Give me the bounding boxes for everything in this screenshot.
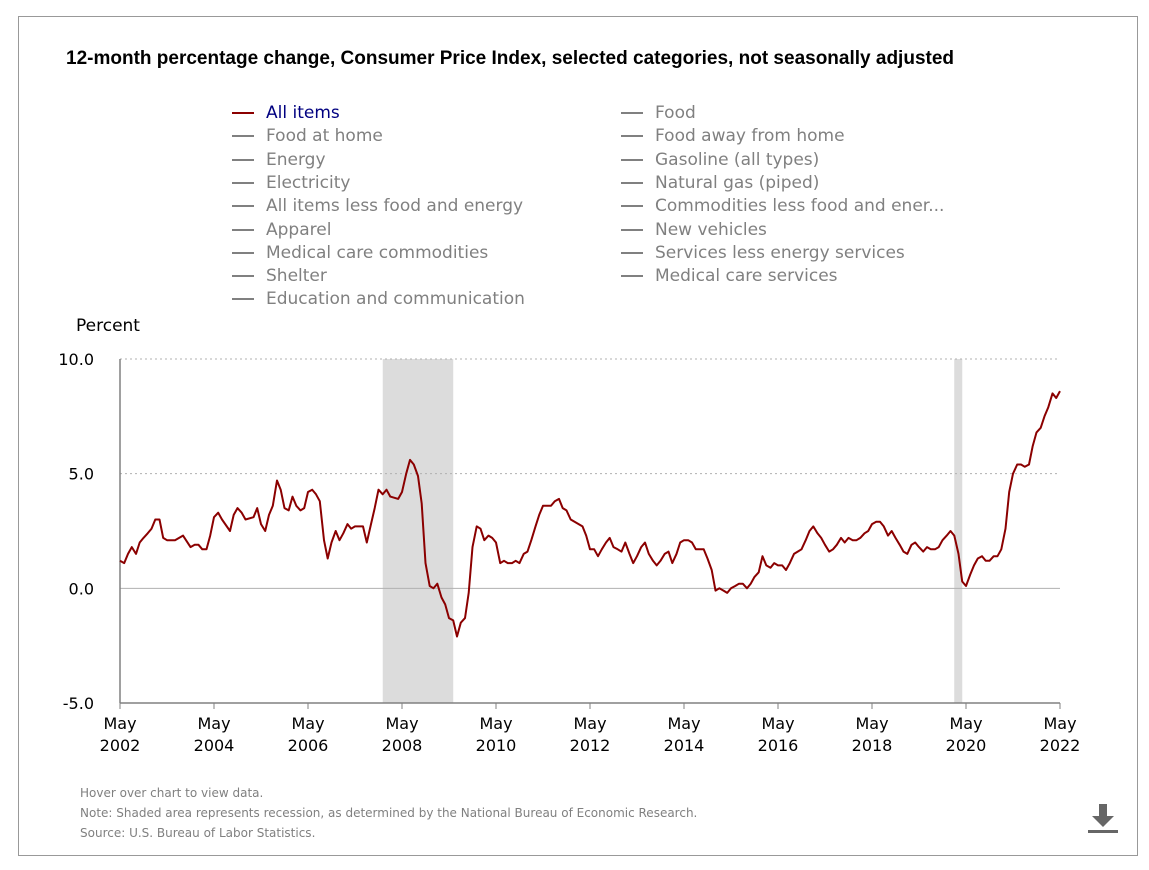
- chart-frame: [18, 16, 1138, 856]
- y-tick-label: 5.0: [69, 465, 94, 484]
- x-tick-label-year: 2020: [946, 736, 987, 755]
- legend-label: Food: [655, 103, 696, 123]
- x-tick-label-month: May: [103, 714, 136, 733]
- legend-label: Food at home: [266, 126, 383, 147]
- x-tick-label-month: May: [761, 714, 794, 733]
- x-tick-label-month: May: [667, 714, 700, 733]
- legend-swatch: [621, 275, 643, 278]
- gridlines: [120, 358, 1060, 589]
- download-icon[interactable]: [1086, 802, 1120, 838]
- x-tick-label-month: May: [855, 714, 888, 733]
- y-tick-label: 0.0: [69, 579, 94, 598]
- legend-swatch: [621, 205, 643, 208]
- x-tick-label-year: 2008: [382, 736, 423, 755]
- legend-swatch: [621, 112, 643, 114]
- recession-band: [382, 359, 454, 703]
- legend-swatch: [621, 158, 643, 161]
- x-tick-label-month: May: [573, 714, 606, 733]
- legend-label: Medical care commodities: [266, 242, 489, 263]
- x-tick-label-month: May: [197, 714, 230, 733]
- recession-shading: [382, 359, 963, 703]
- legend-swatch: [232, 298, 254, 301]
- legend-swatch: [621, 251, 643, 254]
- series-lines[interactable]: [119, 390, 1061, 638]
- legend-swatch: [621, 181, 643, 184]
- legend-swatch: [232, 205, 254, 208]
- y-axis-label: Percent: [76, 316, 140, 336]
- legend-label: Natural gas (piped): [655, 172, 820, 193]
- legend-swatch: [232, 251, 254, 254]
- legend-label: Food away from home: [655, 126, 845, 147]
- x-tick-label-year: 2002: [100, 736, 141, 755]
- legend-label: Gasoline (all types): [655, 149, 820, 170]
- footer-hint: Hover over chart to view data.: [80, 786, 264, 800]
- x-tick-label-month: May: [949, 714, 982, 733]
- y-tick-label: -5.0: [63, 694, 94, 713]
- legend-label: Energy: [266, 149, 326, 170]
- legend-swatch: [621, 228, 643, 231]
- legend-label: Commodities less food and ener...: [655, 196, 945, 217]
- legend-swatch: [232, 181, 254, 184]
- legend-label: Shelter: [266, 266, 327, 287]
- chart-title: 12-month percentage change, Consumer Pri…: [66, 48, 955, 69]
- series-line-all-items[interactable]: [119, 390, 1061, 638]
- legend-swatch: [621, 135, 643, 138]
- x-tick-label-year: 2006: [288, 736, 329, 755]
- legend-label: Services less energy services: [655, 242, 905, 263]
- legend-swatch: [232, 135, 254, 138]
- x-tick-label-year: 2014: [664, 736, 705, 755]
- legend-swatch: [232, 112, 254, 114]
- legend-swatch: [232, 158, 254, 161]
- legend-label: All items: [266, 103, 340, 123]
- footer-note: Note: Shaded area represents recession, …: [80, 806, 698, 820]
- x-tick-label-month: May: [385, 714, 418, 733]
- legend-swatch: [232, 275, 254, 278]
- x-tick-label-year: 2016: [758, 736, 799, 755]
- legend-label: All items less food and energy: [266, 196, 524, 217]
- x-tick-label-year: 2018: [852, 736, 893, 755]
- legend-label: Education and communication: [266, 289, 525, 310]
- y-tick-label: 10.0: [58, 350, 94, 369]
- x-tick-label-month: May: [1043, 714, 1076, 733]
- legend-label: New vehicles: [655, 219, 767, 240]
- axes: [119, 359, 1060, 704]
- x-tick-label-year: 2010: [476, 736, 517, 755]
- y-tick-labels: 10.0 5.0 0.0 -5.0: [58, 350, 94, 713]
- legend-label: Electricity: [266, 172, 351, 193]
- x-tick-label-month: May: [291, 714, 324, 733]
- x-tick-label-year: 2004: [194, 736, 235, 755]
- x-tick-label-year: 2012: [570, 736, 611, 755]
- x-tick-label-year: 2022: [1040, 736, 1081, 755]
- legend-swatch: [232, 228, 254, 231]
- legend-label: Medical care services: [655, 266, 838, 287]
- legend-label: Apparel: [266, 219, 332, 240]
- recession-band: [954, 359, 963, 703]
- x-tick-labels: May 2002 May 2004 May 2006 May 2008 May 2010 May 20…: [100, 703, 1081, 755]
- x-tick-label-month: May: [479, 714, 512, 733]
- footer-source: Source: U.S. Bureau of Labor Statistics.: [80, 826, 316, 840]
